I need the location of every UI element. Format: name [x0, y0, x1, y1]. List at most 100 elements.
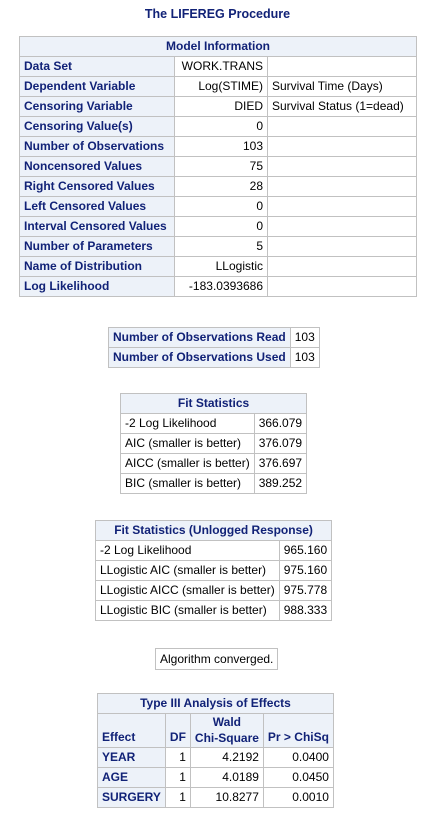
- row-value: 5: [175, 237, 268, 257]
- table-row: Log Likelihood -183.0393686: [20, 277, 417, 297]
- row-value: 988.333: [279, 601, 331, 621]
- df-value: 1: [165, 768, 190, 788]
- row-value: 376.079: [254, 434, 306, 454]
- row-note: [268, 157, 417, 177]
- table-row: Number of Observations Read 103: [109, 328, 320, 348]
- row-value: 75: [175, 157, 268, 177]
- table-row: Number of Observations 103: [20, 137, 417, 157]
- row-note: [268, 177, 417, 197]
- df-value: 1: [165, 788, 190, 808]
- chisq-value: 4.0189: [190, 768, 263, 788]
- row-note: [268, 257, 417, 277]
- row-label: Number of Observations Used: [109, 348, 291, 368]
- p-value: 0.0400: [263, 748, 333, 768]
- row-value: 376.697: [254, 454, 306, 474]
- row-note: [268, 277, 417, 297]
- row-value: 366.079: [254, 414, 306, 434]
- table-row: LLogistic AIC (smaller is better) 975.16…: [96, 561, 332, 581]
- row-value: 0: [175, 117, 268, 137]
- row-label: Noncensored Values: [20, 157, 175, 177]
- p-value: 0.0010: [263, 788, 333, 808]
- convergence-status: Algorithm converged.: [155, 648, 278, 670]
- row-label: Number of Parameters: [20, 237, 175, 257]
- table-row: LLogistic AICC (smaller is better) 975.7…: [96, 581, 332, 601]
- row-value: 975.160: [279, 561, 331, 581]
- table-row: SURGERY 1 10.8277 0.0010: [98, 788, 334, 808]
- row-value: 103: [290, 328, 319, 348]
- row-note: [268, 117, 417, 137]
- row-label: Left Censored Values: [20, 197, 175, 217]
- table-caption: Fit Statistics (Unlogged Response): [96, 521, 332, 541]
- table-row: AICC (smaller is better) 376.697: [121, 454, 307, 474]
- table-row: -2 Log Likelihood 366.079: [121, 414, 307, 434]
- row-value: 389.252: [254, 474, 306, 494]
- row-note: Survival Time (Days): [268, 77, 417, 97]
- row-label: Data Set: [20, 57, 175, 77]
- row-label: AICC (smaller is better): [121, 454, 255, 474]
- row-label: Dependent Variable: [20, 77, 175, 97]
- row-label: BIC (smaller is better): [121, 474, 255, 494]
- row-value: 103: [175, 137, 268, 157]
- column-header-wald: Wald: [190, 714, 263, 731]
- row-label: Interval Censored Values: [20, 217, 175, 237]
- row-value: 965.160: [279, 541, 331, 561]
- column-header-df: DF: [165, 714, 190, 748]
- type3-analysis-table: Type III Analysis of Effects Effect DF W…: [97, 693, 334, 808]
- row-label: LLogistic BIC (smaller is better): [96, 601, 280, 621]
- row-value: 975.778: [279, 581, 331, 601]
- model-information-table: Model Information Data Set WORK.TRANS De…: [19, 36, 417, 297]
- row-value: WORK.TRANS: [175, 57, 268, 77]
- table-row: -2 Log Likelihood 965.160: [96, 541, 332, 561]
- row-value: -183.0393686: [175, 277, 268, 297]
- p-value: 0.0450: [263, 768, 333, 788]
- fit-statistics-unlogged-table: Fit Statistics (Unlogged Response) -2 Lo…: [95, 520, 332, 621]
- row-label: Right Censored Values: [20, 177, 175, 197]
- table-caption: Fit Statistics: [121, 394, 307, 414]
- observations-table: Number of Observations Read 103 Number o…: [108, 327, 320, 368]
- row-label: -2 Log Likelihood: [96, 541, 280, 561]
- table-row: Censoring Value(s) 0: [20, 117, 417, 137]
- row-label: LLogistic AIC (smaller is better): [96, 561, 280, 581]
- column-header-effect: Effect: [98, 714, 166, 748]
- table-caption: Model Information: [20, 37, 417, 57]
- effect-name: YEAR: [98, 748, 166, 768]
- row-label: AIC (smaller is better): [121, 434, 255, 454]
- row-note: [268, 237, 417, 257]
- table-row: Name of Distribution LLogistic: [20, 257, 417, 277]
- row-label: Name of Distribution: [20, 257, 175, 277]
- row-label: Number of Observations: [20, 137, 175, 157]
- row-label: Log Likelihood: [20, 277, 175, 297]
- row-value: LLogistic: [175, 257, 268, 277]
- table-row: Right Censored Values 28: [20, 177, 417, 197]
- effect-name: SURGERY: [98, 788, 166, 808]
- row-note: [268, 197, 417, 217]
- table-row: Number of Observations Used 103: [109, 348, 320, 368]
- table-row: YEAR 1 4.2192 0.0400: [98, 748, 334, 768]
- table-row: Data Set WORK.TRANS: [20, 57, 417, 77]
- table-row: AIC (smaller is better) 376.079: [121, 434, 307, 454]
- df-value: 1: [165, 748, 190, 768]
- table-row: BIC (smaller is better) 389.252: [121, 474, 307, 494]
- chisq-value: 10.8277: [190, 788, 263, 808]
- row-value: 0: [175, 197, 268, 217]
- table-header-row: Effect DF Wald Pr > ChiSq: [98, 714, 334, 731]
- chisq-value: 4.2192: [190, 748, 263, 768]
- table-row: AGE 1 4.0189 0.0450: [98, 768, 334, 788]
- table-row: LLogistic BIC (smaller is better) 988.33…: [96, 601, 332, 621]
- procedure-title: The LIFEREG Procedure: [0, 7, 435, 21]
- table-row: Number of Parameters 5: [20, 237, 417, 257]
- row-label: LLogistic AICC (smaller is better): [96, 581, 280, 601]
- row-label: -2 Log Likelihood: [121, 414, 255, 434]
- table-caption: Type III Analysis of Effects: [98, 694, 334, 714]
- table-row: Dependent Variable Log(STIME) Survival T…: [20, 77, 417, 97]
- table-row: Noncensored Values 75: [20, 157, 417, 177]
- column-header-p: Pr > ChiSq: [263, 714, 333, 748]
- row-note: Survival Status (1=dead): [268, 97, 417, 117]
- row-label: Number of Observations Read: [109, 328, 291, 348]
- row-label: Censoring Variable: [20, 97, 175, 117]
- table-row: Censoring Variable DIED Survival Status …: [20, 97, 417, 117]
- row-note: [268, 57, 417, 77]
- row-value: DIED: [175, 97, 268, 117]
- row-value: 103: [290, 348, 319, 368]
- row-note: [268, 137, 417, 157]
